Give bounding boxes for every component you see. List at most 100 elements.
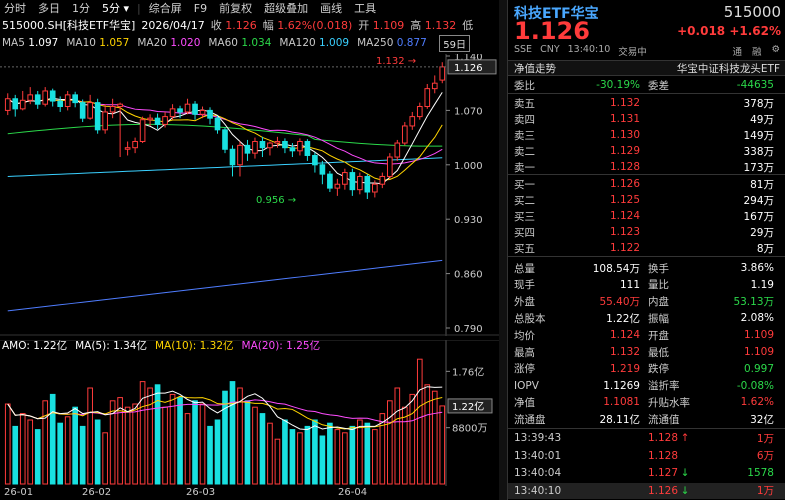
stat-value: 3.86%: [740, 262, 774, 274]
volume-bar: [282, 419, 288, 485]
volume-bar: [162, 406, 168, 485]
ma20-label: MA20: [137, 37, 167, 49]
candle-body: [169, 108, 176, 118]
candlestick-chart[interactable]: 1.140 1.070 1.000 0.930 0.860 0.790 1.132 → 0.9…: [0, 54, 499, 336]
composite-screen-button[interactable]: 综合屏: [148, 2, 182, 15]
panel-splitter[interactable]: [499, 0, 507, 500]
ask-level: 卖四: [514, 113, 535, 126]
period-days-selector[interactable]: 59日: [439, 34, 470, 52]
bid-price: 1.123: [609, 226, 640, 238]
x-tick-label: 26-02: [82, 487, 112, 498]
stat-row: 外盘 55.40万 内盘 53.13万: [508, 294, 785, 310]
ask-level: 卖五: [514, 97, 535, 110]
candle-body: [297, 140, 303, 152]
tab-5min-label: 5分: [102, 2, 120, 15]
adjust-button[interactable]: 前复权: [219, 2, 253, 15]
tools-button[interactable]: 工具: [354, 2, 377, 15]
volume-chart[interactable]: 1.76亿 8800万 1.22亿: [0, 340, 499, 486]
stat-label: 开盘: [648, 329, 669, 342]
overlay-button[interactable]: 超级叠加: [264, 2, 309, 15]
volume-bar: [4, 403, 11, 485]
bid-row[interactable]: 买三 1.124 167万: [508, 208, 785, 224]
stat-value: 32亿: [750, 413, 774, 426]
update-time: 13:40:10: [567, 44, 611, 55]
volume-bar: [424, 384, 431, 485]
ask-row[interactable]: 卖三 1.130 149万: [508, 127, 785, 143]
rong-tag[interactable]: 融: [751, 47, 762, 58]
tab-intraday[interactable]: 分时: [4, 2, 26, 15]
gear-icon[interactable]: ⚙: [771, 44, 780, 55]
tab-1min[interactable]: 1分: [72, 2, 90, 15]
candle-body: [177, 108, 183, 113]
ma5-value: 1.097: [28, 37, 59, 49]
candle-body: [357, 175, 363, 191]
tong-tag[interactable]: 通: [732, 47, 742, 58]
high-value: 1.132: [424, 19, 457, 32]
ask-row[interactable]: 卖四 1.131 49万: [508, 111, 785, 127]
tick-time: 13:40:10: [514, 484, 562, 497]
price-change: +0.018 +1.62%: [677, 24, 781, 38]
bid-level: 买三: [514, 210, 535, 223]
candle-body: [4, 98, 11, 111]
bid-row[interactable]: 买五 1.122 8万: [508, 240, 785, 256]
ma120-value: 1.009: [319, 37, 350, 49]
bid-level: 买二: [514, 194, 535, 207]
stat-value: 1.62%: [740, 396, 774, 409]
volume-bar: [27, 419, 34, 485]
x-tick-label: 26-04: [338, 487, 368, 498]
bid-price: 1.126: [609, 178, 640, 190]
candle-body: [87, 102, 93, 119]
tab-multiday[interactable]: 多日: [38, 2, 60, 15]
volume-bar: [102, 432, 108, 485]
bid-volume: 29万: [750, 226, 774, 239]
ma120-legend: MA120 1.009: [279, 37, 349, 49]
bid-row[interactable]: 买二 1.125 294万: [508, 192, 785, 208]
tick-row[interactable]: 13:39:43 1.128 ↑ 1万: [508, 430, 785, 446]
ask-row[interactable]: 卖二 1.129 338万: [508, 143, 785, 159]
volume-bar: [349, 425, 356, 485]
tick-row[interactable]: 13:40:10 1.126 ↓ 1万: [508, 482, 785, 499]
arrow-down-icon: ↓: [680, 484, 690, 497]
candle-body: [109, 106, 116, 113]
ask-volume: 338万: [743, 145, 774, 158]
volume-bar: [259, 413, 266, 485]
bid-row[interactable]: 买一 1.126 81万: [508, 176, 785, 192]
ma60-label: MA60: [208, 37, 238, 49]
open-label: 开: [358, 19, 370, 32]
ask-row[interactable]: 卖五 1.132 378万: [508, 95, 785, 111]
price-tick-label: 1.000: [454, 161, 483, 172]
volume-bar: [42, 400, 49, 485]
draw-button[interactable]: 画线: [320, 2, 343, 15]
volume-bar: [357, 419, 363, 485]
volume-bar: [139, 381, 146, 485]
f9-button[interactable]: F9: [193, 1, 208, 15]
volume-bar: [79, 425, 86, 485]
volume-bar: [199, 403, 206, 485]
vol-tag-box: [447, 398, 493, 414]
candle-body: [12, 98, 19, 110]
candle-body: [214, 117, 221, 131]
volume-bar: [49, 393, 56, 485]
volume-bar: [334, 429, 341, 485]
stat-label: 均价: [514, 329, 535, 342]
nav-trend-tab[interactable]: 净值走势: [514, 62, 556, 75]
tick-volume: 1万: [756, 485, 774, 497]
volume-bar: [379, 413, 386, 485]
security-name: 科技ETF华宝: [514, 6, 599, 22]
tick-row[interactable]: 13:40:04 1.127 ↓ 1578: [508, 465, 785, 481]
candle-body: [274, 140, 281, 144]
ma5-legend: MA5 1.097: [2, 37, 58, 49]
last-price: 1.126: [514, 17, 590, 45]
quote-header: 科技ETF华宝 515000 1.126 +0.018 +1.62%: [508, 0, 785, 46]
stat-value: 108.54万: [592, 262, 640, 275]
ask-row[interactable]: 卖一 1.128 173万: [508, 159, 785, 175]
price-tick-label: 1.070: [454, 106, 483, 117]
ma60-value: 1.034: [241, 37, 272, 49]
tab-5min[interactable]: 5分 ▾: [102, 2, 130, 15]
stat-value: 55.40万: [599, 296, 640, 309]
candle-body: [401, 125, 408, 144]
candle-body: [327, 173, 333, 189]
bid-row[interactable]: 买四 1.123 29万: [508, 224, 785, 240]
tick-row[interactable]: 13:40:01 1.128 6万: [508, 448, 785, 464]
amo-legend: AMO: 1.22亿 MA(5): 1.34亿 MA(10): 1.32亿 MA…: [0, 338, 320, 352]
